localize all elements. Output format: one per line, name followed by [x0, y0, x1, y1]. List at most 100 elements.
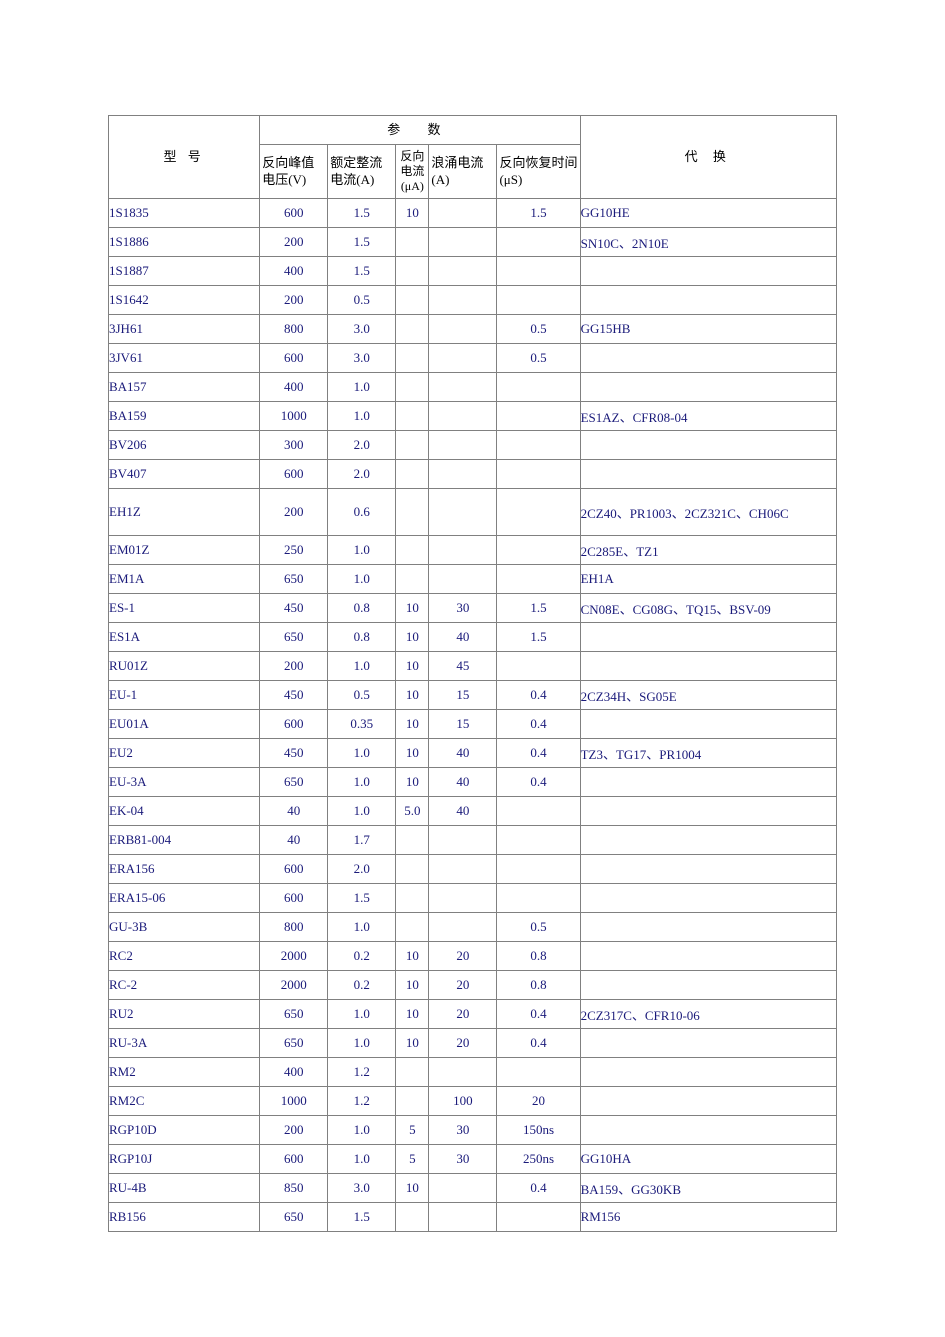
cell-voltage: 200 — [260, 652, 328, 681]
cell-rated-current: 1.0 — [328, 768, 396, 797]
cell-rated-current: 1.0 — [328, 402, 396, 431]
cell-model: ERA156 — [109, 855, 260, 884]
cell-rated-current: 1.0 — [328, 797, 396, 826]
cell-reverse-current: 10 — [396, 1174, 429, 1203]
cell-rated-current: 3.0 — [328, 1174, 396, 1203]
cell-recovery-time: 1.5 — [497, 594, 580, 623]
table-row: RM24001.2 — [109, 1058, 837, 1087]
cell-reverse-current — [396, 536, 429, 565]
cell-voltage: 200 — [260, 228, 328, 257]
cell-replacement: BA159、GG30KB — [580, 1174, 836, 1203]
table-row: EU01A6000.3510150.4 — [109, 710, 837, 739]
table-row: BV2063002.0 — [109, 431, 837, 460]
cell-model: 1S1887 — [109, 257, 260, 286]
table-body: 1S18356001.5101.5GG10HE1S18862001.5SN10C… — [109, 199, 837, 1232]
cell-reverse-current — [396, 257, 429, 286]
cell-reverse-current — [396, 489, 429, 536]
cell-rated-current: 1.5 — [328, 1203, 396, 1232]
cell-recovery-time — [497, 431, 580, 460]
cell-model: EM01Z — [109, 536, 260, 565]
cell-reverse-current — [396, 913, 429, 942]
cell-model: RGP10D — [109, 1116, 260, 1145]
cell-voltage: 1000 — [260, 402, 328, 431]
cell-model: RM2 — [109, 1058, 260, 1087]
header-reverse-current: 反向电流(μA) — [396, 145, 429, 199]
cell-reverse-current — [396, 1087, 429, 1116]
cell-surge-current: 40 — [429, 797, 497, 826]
table-header: 型 号 参 数 代 换 反向峰值电压(V) 额定整流电流(A) 反向电流(μA) — [109, 116, 837, 199]
cell-model: RU-3A — [109, 1029, 260, 1058]
cell-replacement — [580, 913, 836, 942]
cell-recovery-time: 0.5 — [497, 344, 580, 373]
cell-replacement — [580, 623, 836, 652]
cell-reverse-current — [396, 315, 429, 344]
cell-surge-current: 20 — [429, 1029, 497, 1058]
cell-replacement: 2C285E、TZ1 — [580, 536, 836, 565]
cell-surge-current: 40 — [429, 623, 497, 652]
table-row: ERB81-004401.7 — [109, 826, 837, 855]
cell-surge-current — [429, 855, 497, 884]
cell-replacement: GG10HA — [580, 1145, 836, 1174]
cell-surge-current: 45 — [429, 652, 497, 681]
cell-surge-current — [429, 460, 497, 489]
cell-reverse-current — [396, 373, 429, 402]
cell-reverse-current: 10 — [396, 971, 429, 1000]
cell-rated-current: 0.5 — [328, 681, 396, 710]
cell-rated-current: 1.2 — [328, 1087, 396, 1116]
table-row: RGP10J6001.0530250nsGG10HA — [109, 1145, 837, 1174]
cell-model: BV407 — [109, 460, 260, 489]
cell-reverse-current — [396, 402, 429, 431]
cell-model: 1S1886 — [109, 228, 260, 257]
cell-surge-current: 30 — [429, 1116, 497, 1145]
cell-model: EK-04 — [109, 797, 260, 826]
cell-rated-current: 0.8 — [328, 594, 396, 623]
cell-surge-current — [429, 344, 497, 373]
table-row: EH1Z2000.62CZ40、PR1003、2CZ321C、CH06C — [109, 489, 837, 536]
cell-replacement — [580, 1058, 836, 1087]
cell-surge-current — [429, 536, 497, 565]
table-row: BA1574001.0 — [109, 373, 837, 402]
cell-model: BA159 — [109, 402, 260, 431]
cell-rated-current: 1.0 — [328, 739, 396, 768]
cell-voltage: 400 — [260, 257, 328, 286]
cell-voltage: 600 — [260, 1145, 328, 1174]
cell-recovery-time — [497, 489, 580, 536]
cell-recovery-time: 0.4 — [497, 681, 580, 710]
table-row: RC220000.210200.8 — [109, 942, 837, 971]
cell-replacement: EH1A — [580, 565, 836, 594]
header-voltage: 反向峰值电压(V) — [260, 145, 328, 199]
cell-voltage: 600 — [260, 199, 328, 228]
table-row: EM1A6501.0EH1A — [109, 565, 837, 594]
cell-replacement — [580, 797, 836, 826]
cell-replacement: RM156 — [580, 1203, 836, 1232]
cell-surge-current — [429, 228, 497, 257]
cell-recovery-time — [497, 536, 580, 565]
cell-recovery-time: 0.8 — [497, 971, 580, 1000]
cell-voltage: 450 — [260, 739, 328, 768]
cell-rated-current: 1.0 — [328, 1000, 396, 1029]
cell-recovery-time — [497, 286, 580, 315]
cell-rated-current: 1.0 — [328, 565, 396, 594]
cell-surge-current — [429, 431, 497, 460]
cell-voltage: 400 — [260, 373, 328, 402]
cell-voltage: 650 — [260, 623, 328, 652]
cell-replacement — [580, 855, 836, 884]
cell-model: ERA15-06 — [109, 884, 260, 913]
cell-reverse-current: 10 — [396, 739, 429, 768]
cell-model: RC2 — [109, 942, 260, 971]
cell-recovery-time: 0.4 — [497, 1000, 580, 1029]
cell-surge-current: 30 — [429, 1145, 497, 1174]
cell-recovery-time: 1.5 — [497, 199, 580, 228]
table-row: RU01Z2001.01045 — [109, 652, 837, 681]
cell-replacement — [580, 710, 836, 739]
header-surge-current: 浪涌电流(A) — [429, 145, 497, 199]
cell-recovery-time: 0.4 — [497, 768, 580, 797]
cell-replacement — [580, 373, 836, 402]
table-row: ERA1566002.0 — [109, 855, 837, 884]
cell-model: RU-4B — [109, 1174, 260, 1203]
cell-voltage: 300 — [260, 431, 328, 460]
cell-voltage: 200 — [260, 286, 328, 315]
cell-replacement — [580, 768, 836, 797]
cell-reverse-current — [396, 884, 429, 913]
cell-rated-current: 0.6 — [328, 489, 396, 536]
